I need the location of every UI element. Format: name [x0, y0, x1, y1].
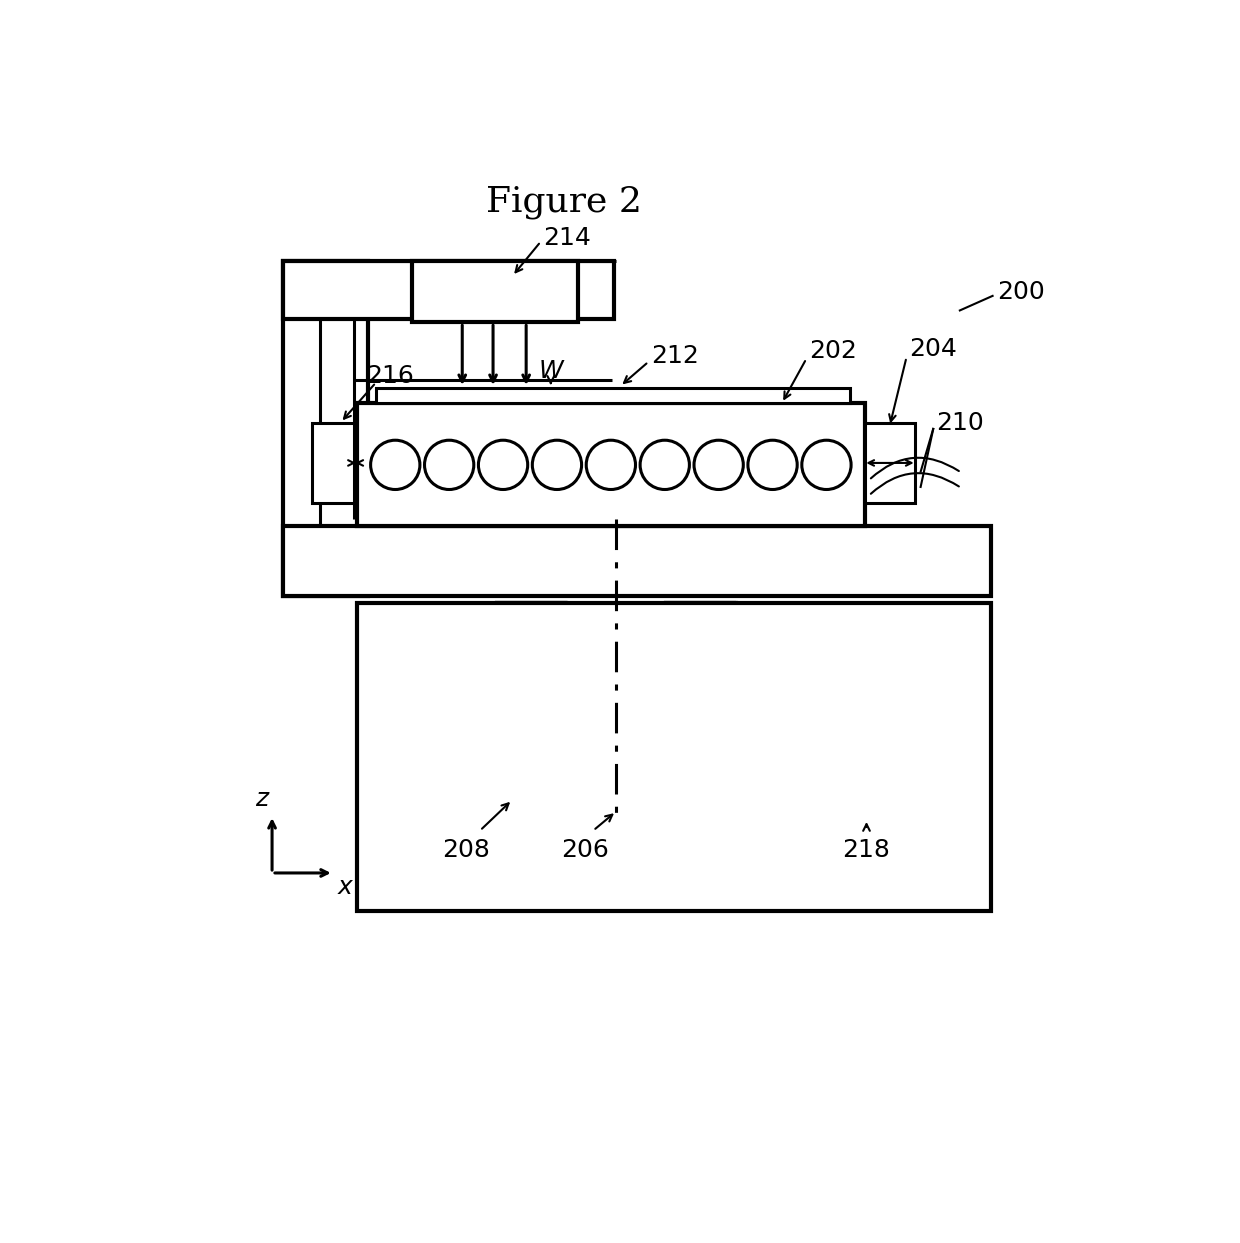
Bar	[357, 603, 991, 911]
Text: 202: 202	[808, 339, 857, 363]
Text: 218: 218	[842, 838, 890, 863]
Bar	[283, 261, 367, 595]
Bar	[497, 603, 567, 796]
Text: 200: 200	[997, 280, 1045, 303]
Text: z: z	[255, 787, 268, 812]
Bar	[283, 527, 991, 595]
Bar	[412, 261, 578, 322]
Bar	[376, 388, 849, 403]
Bar	[357, 403, 866, 527]
Bar	[283, 261, 614, 318]
Bar	[497, 796, 735, 812]
Bar	[497, 727, 564, 794]
Bar	[666, 603, 734, 671]
Text: W: W	[538, 359, 563, 383]
Text: 216: 216	[366, 364, 414, 388]
Text: 208: 208	[443, 838, 490, 863]
Text: x: x	[337, 875, 352, 899]
Bar	[866, 423, 915, 503]
Bar	[666, 727, 734, 794]
Text: 210: 210	[936, 410, 983, 435]
Text: 204: 204	[909, 337, 957, 362]
Bar	[497, 603, 564, 671]
Text: 212: 212	[651, 343, 699, 368]
Text: 206: 206	[562, 838, 609, 863]
Text: 214: 214	[543, 226, 591, 250]
Text: Figure 2: Figure 2	[486, 184, 642, 219]
Bar	[312, 423, 355, 503]
Bar	[666, 603, 735, 796]
